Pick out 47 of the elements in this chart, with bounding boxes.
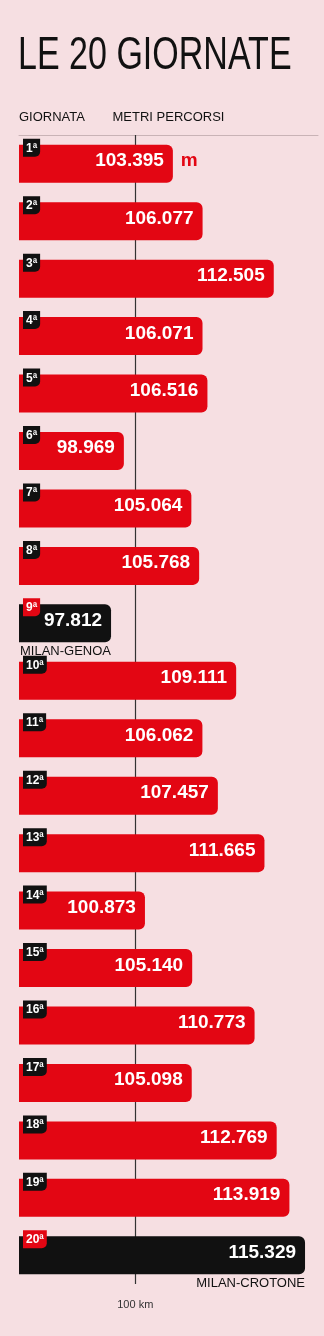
data-label: 100.873	[67, 896, 136, 918]
y-tick-label: 10ª	[26, 657, 45, 672]
annotation: m	[180, 149, 198, 171]
y-tick-label: 7ª	[26, 485, 38, 500]
y-tick-label: 12ª	[26, 772, 45, 787]
data-label: 105.064	[113, 493, 183, 515]
data-label: 106.071	[124, 321, 194, 343]
ref-line-label: 100 km	[117, 1297, 154, 1310]
y-tick-label: 2ª	[26, 198, 38, 213]
data-label: 112.769	[200, 1125, 268, 1147]
annotation: MILAN-CROTONE	[196, 1274, 306, 1290]
data-label: 110.773	[177, 1010, 246, 1032]
y-tick-label: 6ª	[26, 427, 38, 442]
data-label: 98.969	[56, 436, 115, 458]
data-label: 105.768	[121, 551, 191, 573]
y-tick-label: 3ª	[26, 255, 38, 270]
y-tick-label: 16ª	[26, 1002, 45, 1017]
annotation: MILAN-GENOA	[20, 642, 112, 658]
y-tick-label: 13ª	[26, 830, 45, 845]
data-label: 106.516	[129, 379, 199, 401]
data-label: 103.395	[95, 149, 165, 171]
x-axis-title: METRI PERCORSI	[112, 109, 225, 124]
y-tick-label: 11ª	[26, 715, 44, 730]
data-label: 111.665	[188, 838, 256, 860]
data-label: 107.457	[140, 781, 209, 803]
y-tick-label: 1ª	[26, 140, 38, 155]
y-tick-label: 20ª	[26, 1232, 45, 1247]
y-tick-label: 4ª	[26, 313, 38, 328]
y-tick-label: 9ª	[26, 600, 38, 615]
data-label: 112.505	[197, 264, 266, 286]
data-label: 106.062	[124, 723, 194, 745]
data-label: 105.098	[114, 1068, 183, 1090]
y-tick-label: 18ª	[26, 1117, 45, 1132]
data-label: 115.329	[228, 1240, 297, 1262]
y-tick-label: 5ª	[26, 370, 38, 385]
chart-title: LE 20 GIORNATE	[18, 26, 292, 80]
y-axis-title: GIORNATA	[19, 109, 86, 124]
data-label: 113.919	[212, 1183, 281, 1205]
data-label: 109.111	[160, 666, 228, 688]
data-label: 97.812	[43, 608, 103, 630]
y-tick-label: 17ª	[26, 1059, 45, 1074]
y-tick-label: 15ª	[26, 945, 45, 960]
y-tick-label: 19ª	[26, 1174, 45, 1189]
data-label: 105.140	[114, 953, 184, 975]
y-tick-label: 8ª	[26, 542, 38, 557]
data-label: 106.077	[124, 206, 194, 228]
y-tick-label: 14ª	[26, 887, 45, 902]
